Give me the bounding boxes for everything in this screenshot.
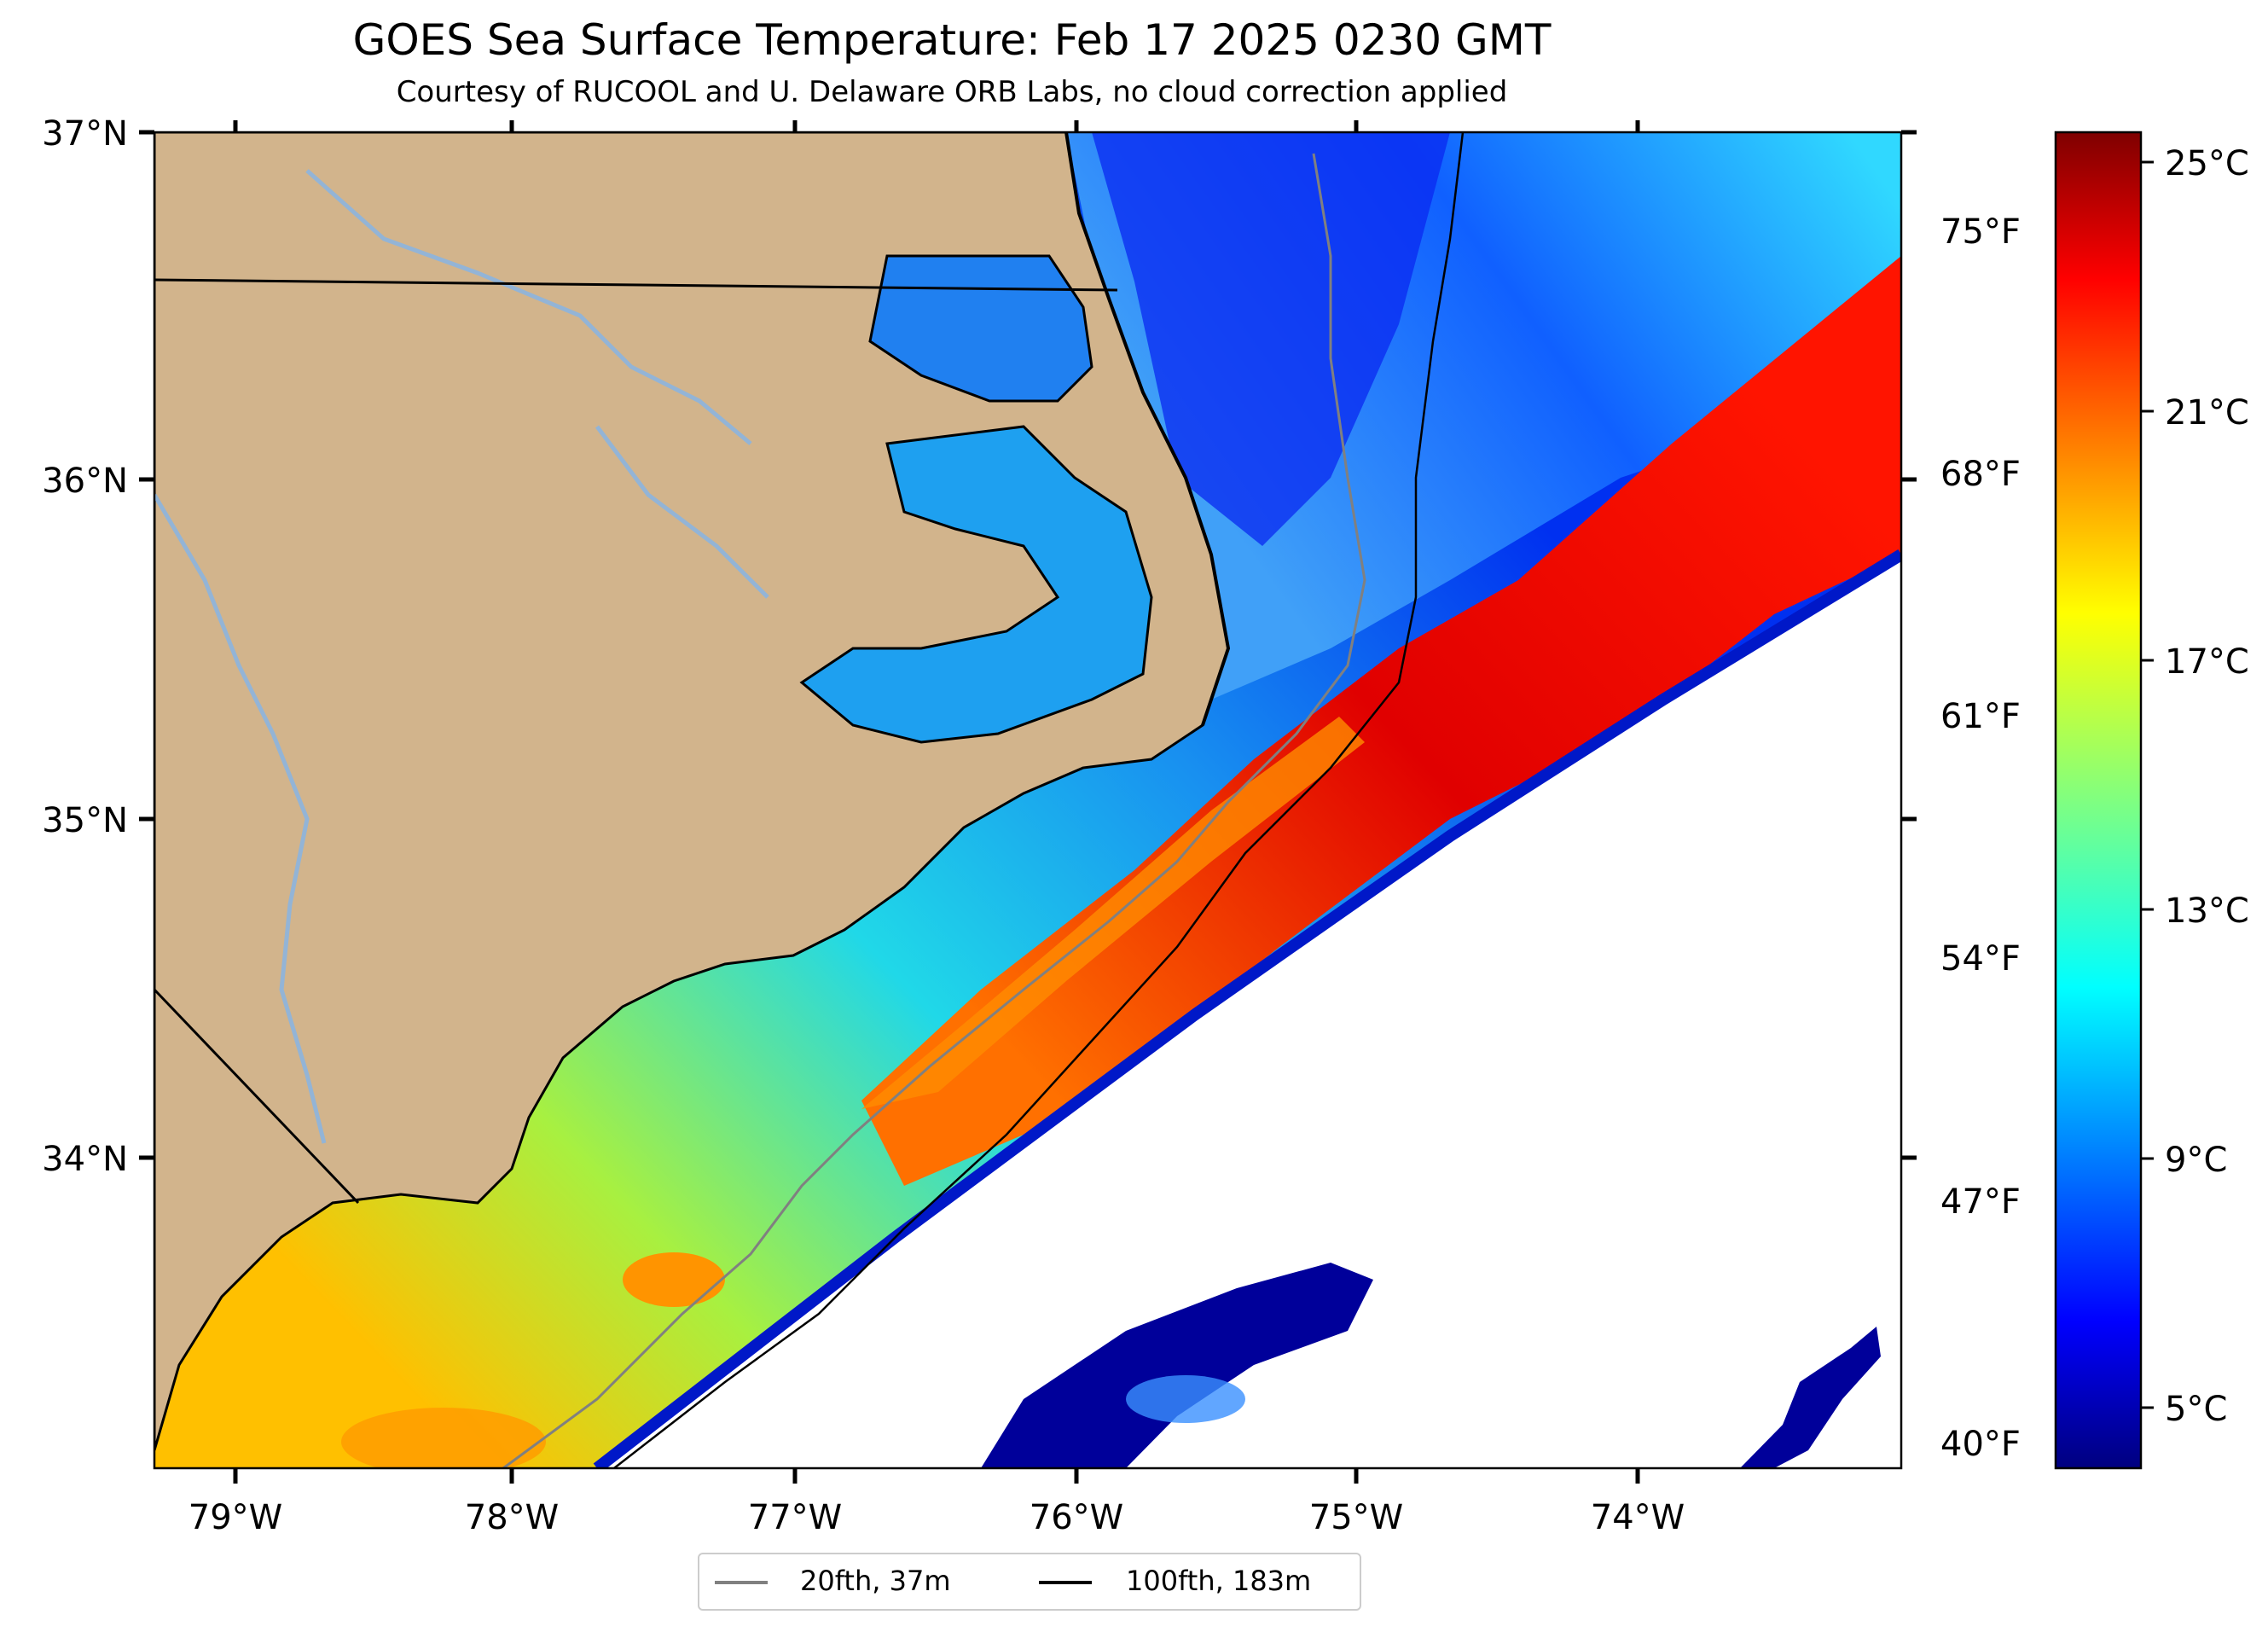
map-plot-area[interactable]	[154, 132, 1901, 1476]
legend-label-20fth: 20fth, 37m	[800, 1565, 951, 1597]
gulf-stream-band	[861, 256, 1901, 1186]
colorbar-gradient	[2054, 131, 2143, 1470]
cold-water-north	[1092, 132, 1450, 546]
fahrenheit-label: 40°F	[1940, 1425, 2021, 1464]
colorbar-label: 17°C	[2165, 642, 2249, 682]
lon-label: 75°W	[1309, 1498, 1403, 1537]
warm-core	[861, 717, 1365, 1109]
isobath-20fth	[502, 153, 1366, 1468]
fahrenheit-label: 54°F	[1940, 939, 2021, 979]
fahrenheit-axis: 75°F 68°F 61°F 54°F 47°F 40°F	[1940, 212, 2021, 1464]
colorbar-label: 21°C	[2165, 393, 2249, 433]
legend-label-100fth: 100fth, 183m	[1126, 1565, 1312, 1597]
lon-label: 74°W	[1591, 1498, 1685, 1537]
warm-patch	[623, 1252, 725, 1307]
river	[305, 169, 752, 445]
cold-edge-strip	[593, 549, 1901, 1468]
colorbar-label: 13°C	[2165, 892, 2249, 931]
cold-patch-core	[1126, 1375, 1245, 1423]
colorbar-label: 5°C	[2165, 1390, 2227, 1429]
fahrenheit-label: 61°F	[1940, 697, 2021, 736]
frame-ticks	[233, 120, 1917, 1160]
fahrenheit-label: 75°F	[1940, 212, 2021, 252]
fahrenheit-label: 47°F	[1940, 1182, 2021, 1222]
map-frame	[153, 131, 1903, 1470]
chart-title: GOES Sea Surface Temperature: Feb 17 202…	[352, 15, 1552, 65]
river	[595, 425, 769, 599]
lon-label: 77°W	[748, 1498, 842, 1537]
river	[154, 493, 327, 1144]
colorbar: 25°C 21°C 17°C 13°C 9°C 5°C	[2054, 131, 2249, 1470]
lat-label: 34°N	[42, 1140, 128, 1179]
lat-label: 37°N	[42, 114, 128, 154]
outer-banks-coastline	[1064, 132, 1231, 726]
fahrenheit-label: 68°F	[1940, 455, 2021, 494]
pamlico-sound	[799, 425, 1153, 744]
no-data-region	[597, 555, 1901, 1468]
cold-patch-east	[1740, 1327, 1881, 1468]
warm-patch	[341, 1408, 546, 1468]
lon-label: 76°W	[1030, 1498, 1123, 1537]
lon-axis: 79°W 78°W 77°W 76°W 75°W 74°W	[189, 1468, 1685, 1537]
albemarle-sound	[868, 254, 1093, 403]
legend: 20fth, 37m 100fth, 183m	[698, 1553, 1361, 1611]
legend-swatch-20fth	[715, 1581, 768, 1584]
lon-label: 79°W	[189, 1498, 282, 1537]
lon-label: 78°W	[465, 1498, 559, 1537]
lat-axis: 37°N 36°N 35°N 34°N	[42, 114, 154, 1179]
cold-patch-south	[981, 1263, 1373, 1468]
lat-label: 35°N	[42, 801, 128, 840]
isobath-100fth	[613, 132, 1465, 1468]
colorbar-label: 25°C	[2165, 144, 2249, 183]
state-border-nc-sc	[154, 988, 360, 1205]
state-border-va-nc	[154, 278, 1118, 292]
legend-swatch-100fth	[1039, 1581, 1092, 1584]
chart-subtitle: Courtesy of RUCOOL and U. Delaware ORB L…	[396, 75, 1508, 109]
colorbar-label: 9°C	[2165, 1141, 2227, 1180]
lat-label: 36°N	[42, 462, 128, 501]
